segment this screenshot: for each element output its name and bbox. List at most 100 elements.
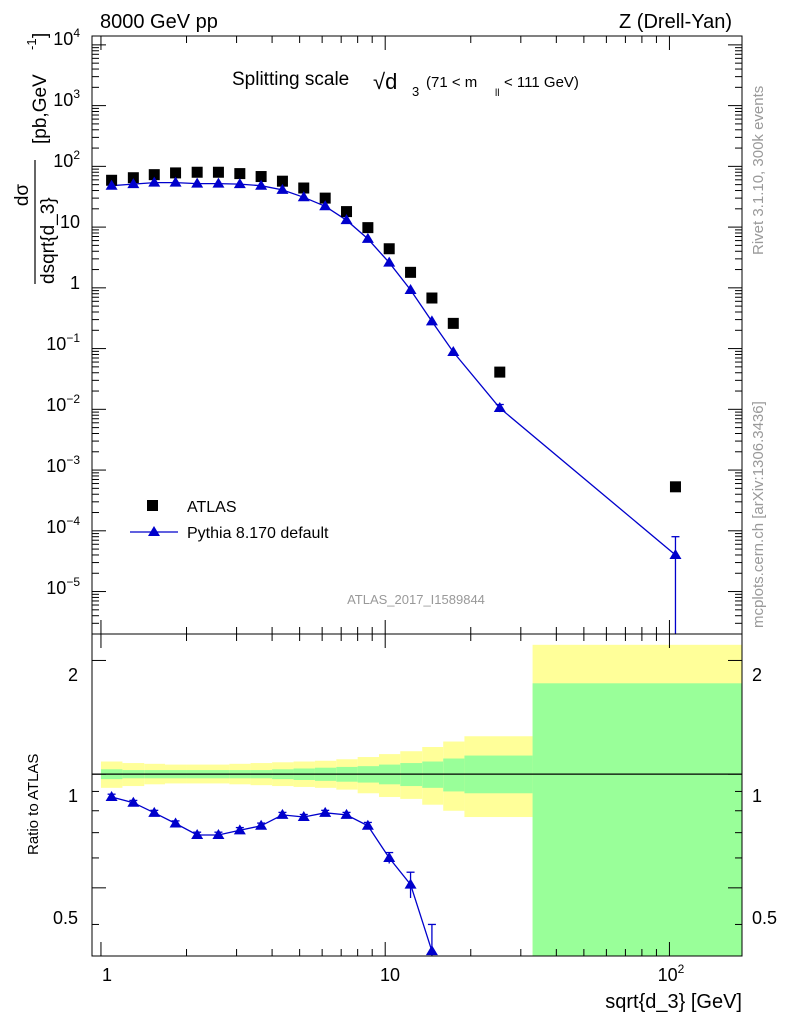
ratio-data-point [425, 945, 438, 956]
pythia-data-point [319, 200, 332, 211]
ratio-band-green [443, 758, 465, 792]
legend: ATLAS Pythia 8.170 default [130, 499, 329, 542]
pythia-data-point [212, 177, 225, 188]
ratio-tick-label-05-right: 0.5 [752, 908, 777, 928]
ratio-data-point [191, 829, 204, 840]
ratio-y-tick-labels-right: 2 1 0.5 [752, 665, 777, 928]
atlas-data-point [362, 222, 374, 234]
pythia-data-point [425, 315, 438, 326]
atlas-data-point [191, 166, 203, 178]
atlas-data-point [405, 266, 417, 278]
header-left: 8000 GeV pp [100, 11, 218, 33]
pythia-data-point [105, 179, 118, 190]
atlas-data-point [383, 243, 395, 255]
main-plot-frame [91, 35, 743, 635]
pythia-data-point [447, 345, 460, 356]
ratio-data-point [148, 806, 161, 817]
y-tick-label-1: 1 [70, 273, 80, 293]
ratio-data-point [340, 808, 353, 819]
atlas-data-point [494, 366, 506, 378]
x-tick-label-1: 1 [102, 965, 112, 985]
title-range-sub: ll [495, 88, 499, 99]
pythia-data-point [255, 179, 268, 190]
ratio-data-point [233, 824, 246, 835]
main-series-points [105, 166, 682, 559]
pythia-data-point [493, 402, 506, 413]
ratio-data-point [276, 808, 289, 819]
chart-title: Splitting scale √d 3 (71 < m ll < 111 Ge… [232, 69, 579, 99]
y-axis-label: dσ dsqrt{d_3} [pb,GeV -1 ] [12, 33, 59, 284]
ratio-data-point [169, 817, 182, 828]
title-sqrt: √d [373, 69, 397, 94]
atlas-data-point [170, 167, 182, 179]
y-tick-label-1e3: 103 [53, 87, 80, 110]
ratio-data-point [212, 829, 225, 840]
x-axis-label: sqrt{d_3} [GeV] [605, 991, 742, 1013]
pythia-data-point [233, 178, 246, 189]
legend-atlas-label: ATLAS [187, 499, 237, 516]
ratio-tick-label-1-right: 1 [752, 786, 762, 806]
atlas-data-point [319, 192, 331, 204]
x-tick-label-10: 10 [380, 965, 400, 985]
ratio-data-point [127, 796, 140, 807]
ratio-bands [100, 644, 742, 956]
main-y-tick-labels: 104 103 102 10 1 10−1 10−2 10−3 10−4 10−… [46, 26, 80, 598]
y-tick-label-1e4: 104 [53, 26, 80, 49]
pythia-data-point [361, 232, 374, 243]
ylabel-num: dσ [12, 184, 33, 207]
atlas-data-point [276, 175, 288, 187]
title-main: Splitting scale [232, 69, 349, 90]
atlas-data-point [426, 292, 438, 304]
pythia-data-point [127, 178, 140, 189]
y-tick-label-1e-4: 10−4 [46, 514, 80, 537]
ylabel-units-sup: -1 [24, 38, 39, 50]
x-tick-label-100: 102 [658, 962, 685, 985]
ratio-series-line [111, 796, 433, 952]
ratio-data-point [361, 819, 374, 830]
pythia-data-point [169, 176, 182, 187]
legend-pythia-label: Pythia 8.170 default [187, 525, 329, 542]
x-tick-labels: 1 10 102 [102, 962, 685, 985]
ratio-tick-label-2: 2 [68, 665, 78, 685]
title-sub: 3 [412, 84, 419, 99]
pythia-data-point [297, 191, 310, 202]
ratio-data-point [297, 811, 310, 822]
legend-pythia-marker [148, 526, 160, 536]
atlas-data-point [255, 171, 267, 183]
ratio-plot-frame [91, 633, 743, 957]
atlas-data-point [447, 317, 459, 329]
header-right: Z (Drell-Yan) [619, 11, 732, 33]
ratio-data-point [404, 878, 417, 889]
ratio-y-label: Ratio to ATLAS [25, 754, 42, 855]
ratio-band-green [532, 683, 742, 956]
pythia-data-point [340, 214, 353, 225]
title-range-prefix: (71 < m [426, 74, 477, 91]
pythia-data-point [148, 176, 161, 187]
ratio-series-points [105, 790, 438, 956]
ylabel-units: [pb,GeV [30, 74, 51, 144]
rivet-label: Rivet 3.1.10, 300k events [750, 86, 767, 255]
ratio-tick-label-2-right: 2 [752, 665, 762, 685]
y-tick-label-1e2: 102 [53, 148, 80, 171]
legend-atlas-marker [147, 500, 158, 511]
ylabel-den: dsqrt{d_3} [38, 197, 59, 284]
y-tick-label-1e-3: 10−3 [46, 453, 80, 476]
ratio-y-tick-labels-left: 2 1 0.5 [53, 665, 78, 928]
ratio-tick-label-1: 1 [68, 786, 78, 806]
atlas-data-point [234, 168, 246, 180]
ylabel-units-end: ] [30, 33, 51, 38]
ratio-tick-label-05: 0.5 [53, 908, 78, 928]
main-series-lines [111, 181, 680, 634]
pythia-data-point [404, 284, 417, 295]
ratio-data-point [105, 790, 118, 801]
title-range-suffix: < 111 GeV) [504, 74, 579, 91]
ratio-data-point [319, 806, 332, 817]
y-tick-label-10: 10 [60, 212, 80, 232]
mcplots-label: mcplots.cern.ch [arXiv:1306.3436] [750, 401, 767, 628]
y-tick-label-1e-5: 10−5 [46, 575, 80, 598]
atlas-data-point [669, 481, 681, 493]
atlas-data-point [148, 169, 160, 181]
pythia-data-point [383, 256, 396, 267]
y-tick-label-1e-1: 10−1 [46, 331, 80, 354]
